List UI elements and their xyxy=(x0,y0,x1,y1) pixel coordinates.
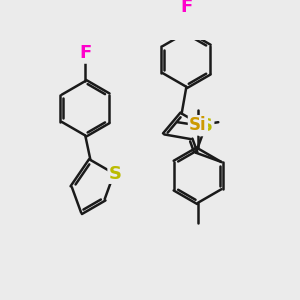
Text: S: S xyxy=(109,164,122,182)
Text: S: S xyxy=(200,117,213,135)
Text: F: F xyxy=(180,0,193,16)
Text: Si: Si xyxy=(189,116,207,134)
Text: F: F xyxy=(79,44,92,62)
